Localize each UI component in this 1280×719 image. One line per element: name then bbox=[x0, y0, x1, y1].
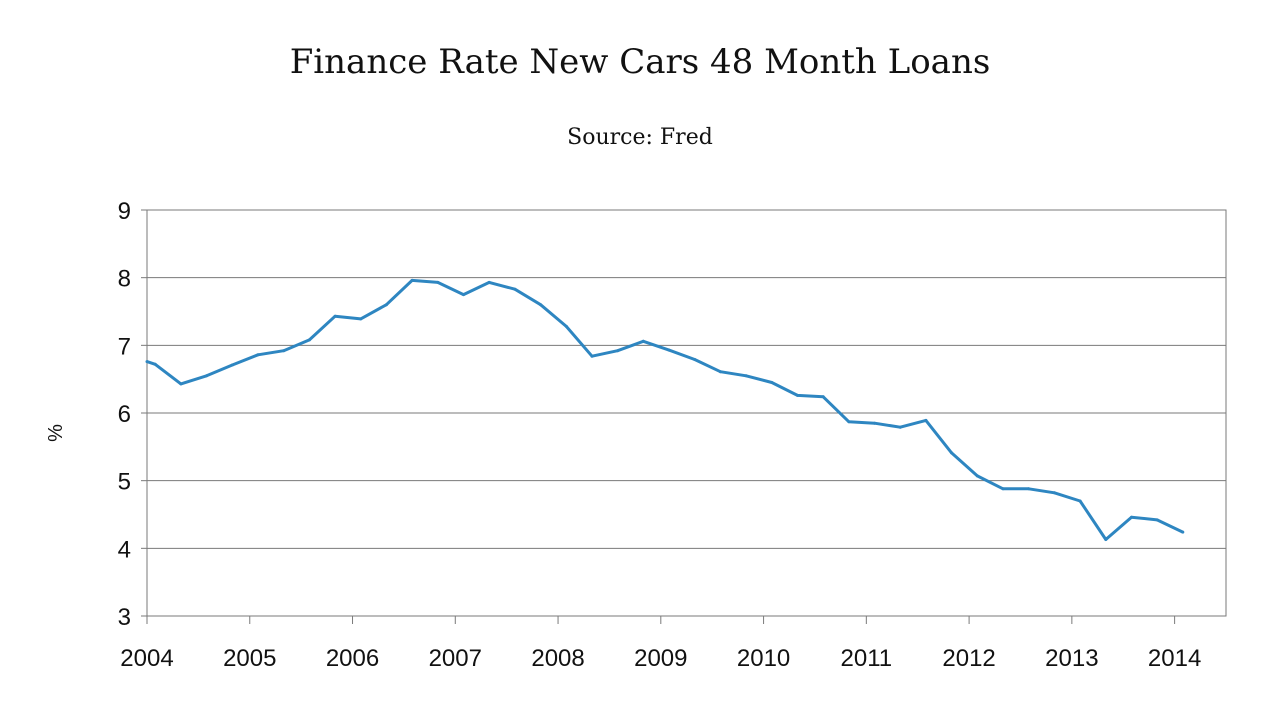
chart-subtitle: Source: Fred bbox=[567, 125, 713, 150]
x-tick-label: 2005 bbox=[223, 645, 276, 672]
x-tick-label: 2007 bbox=[429, 645, 482, 672]
data-point bbox=[1155, 518, 1159, 522]
data-point bbox=[898, 425, 902, 429]
data-point bbox=[693, 358, 697, 361]
data-point bbox=[924, 418, 928, 422]
y-axis-label: % bbox=[45, 424, 67, 442]
x-axis-ticks: 2004 2005 2006 2007 2008 2009 2010 2011 2012 2013… bbox=[120, 616, 1201, 672]
y-tick-label: 7 bbox=[118, 333, 131, 360]
y-tick-label: 8 bbox=[118, 266, 131, 293]
x-tick-label: 2014 bbox=[1148, 645, 1201, 672]
y-tick-label: 6 bbox=[118, 401, 131, 428]
x-tick-label: 2013 bbox=[1045, 645, 1098, 672]
data-point bbox=[744, 374, 748, 378]
x-tick-label: 2010 bbox=[737, 645, 790, 672]
data-point bbox=[513, 287, 517, 291]
data-point bbox=[462, 293, 465, 297]
data-point bbox=[873, 421, 877, 425]
data-point bbox=[436, 280, 440, 284]
data-point bbox=[230, 363, 234, 367]
x-tick-label: 2009 bbox=[634, 645, 687, 672]
data-point bbox=[770, 381, 774, 384]
data-point bbox=[1001, 487, 1005, 491]
data-point bbox=[975, 474, 979, 478]
y-axis-ticks: 3 4 5 6 7 8 9 bbox=[118, 198, 147, 631]
series-layer bbox=[145, 278, 1185, 541]
data-point bbox=[1104, 538, 1108, 541]
x-tick-label: 2008 bbox=[531, 645, 584, 672]
data-point bbox=[616, 349, 620, 353]
x-tick-label: 2004 bbox=[120, 645, 173, 672]
data-point bbox=[796, 393, 799, 397]
data-point bbox=[1052, 491, 1056, 495]
data-point bbox=[359, 317, 363, 321]
chart-title: Finance Rate New Cars 48 Month Loans bbox=[289, 42, 991, 82]
x-tick-label: 2012 bbox=[942, 645, 995, 672]
data-point bbox=[145, 360, 149, 364]
data-point bbox=[1078, 499, 1082, 503]
y-tick-label: 4 bbox=[118, 536, 131, 563]
data-point bbox=[282, 349, 286, 353]
data-point bbox=[410, 278, 414, 282]
data-point bbox=[590, 354, 594, 358]
data-point bbox=[384, 303, 388, 307]
data-point bbox=[564, 324, 568, 328]
x-tick-label: 2011 bbox=[841, 645, 893, 672]
y-tick-label: 3 bbox=[118, 604, 131, 631]
data-point bbox=[847, 420, 851, 424]
y-tick-label: 9 bbox=[118, 198, 131, 225]
x-tick-label: 2006 bbox=[326, 645, 379, 672]
data-point bbox=[821, 395, 825, 399]
y-tick-label: 5 bbox=[118, 469, 131, 496]
data-point bbox=[205, 374, 209, 378]
data-point bbox=[539, 303, 543, 307]
gridlines bbox=[147, 277, 1226, 549]
data-point bbox=[667, 348, 671, 352]
data-point bbox=[718, 370, 722, 374]
data-point bbox=[153, 362, 157, 366]
data-point bbox=[256, 353, 260, 357]
data-point bbox=[333, 314, 337, 318]
data-point bbox=[950, 451, 954, 455]
data-point bbox=[307, 338, 311, 342]
data-point bbox=[641, 339, 645, 343]
data-point bbox=[487, 280, 491, 284]
data-point bbox=[1181, 530, 1185, 534]
data-point bbox=[1130, 515, 1133, 519]
data-point bbox=[1027, 487, 1031, 491]
series-line-0 bbox=[146, 278, 1184, 541]
data-point bbox=[179, 382, 183, 386]
